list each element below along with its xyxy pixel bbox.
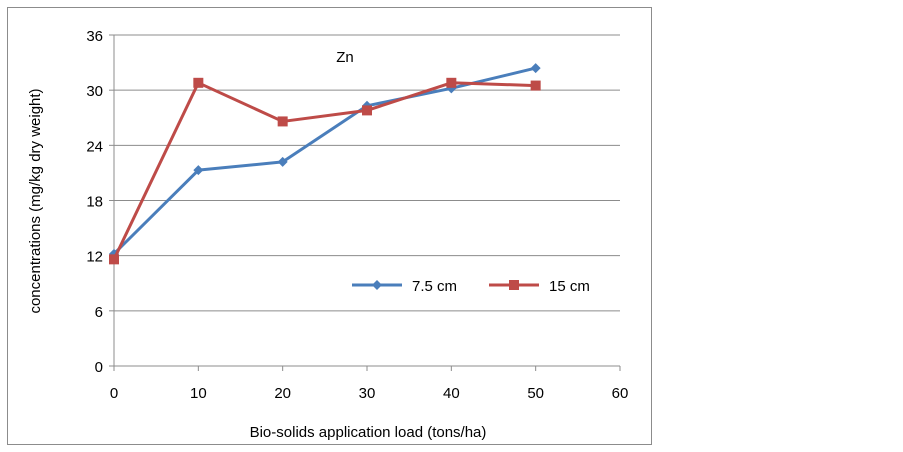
y-tick-label: 36 — [86, 28, 103, 45]
x-tick-label: 60 — [612, 385, 629, 402]
series-line-2 — [112, 81, 536, 260]
data-point — [530, 80, 541, 91]
x-axis-label: Bio-solids application load (tons/ha) — [250, 424, 487, 441]
series-line-1 — [112, 66, 537, 255]
y-tick-label: 30 — [86, 83, 103, 100]
x-tick-label: 0 — [110, 385, 118, 402]
legend-label: 7.5 cm — [412, 278, 457, 295]
data-point — [277, 156, 288, 167]
gridlines — [114, 34, 620, 367]
x-tick-label: 30 — [359, 385, 376, 402]
x-tick-label: 10 — [190, 385, 207, 402]
data-point — [530, 63, 541, 74]
y-tick-label: 18 — [86, 194, 103, 211]
axes: 0 6 12 18 24 30 36 0 10 20 30 40 50 60 — [86, 28, 628, 402]
data-point — [193, 77, 204, 88]
data-point — [277, 116, 288, 127]
y-tick-label: 6 — [95, 304, 103, 321]
data-point — [446, 77, 457, 88]
y-tick-label: 12 — [86, 249, 103, 266]
data-point — [109, 254, 119, 265]
x-tick-label: 20 — [274, 385, 291, 402]
series-lines — [109, 63, 541, 265]
y-tick-label: 24 — [86, 138, 103, 155]
data-point — [362, 105, 372, 116]
chart-title: Zn — [336, 49, 354, 66]
x-tick-label: 50 — [527, 385, 544, 402]
y-tick-label: 0 — [95, 359, 103, 376]
x-tick-label: 40 — [443, 385, 460, 402]
legend-label: 15 cm — [549, 278, 590, 295]
legend-marker — [509, 280, 519, 290]
y-axis-label: concentrations (mg/kg dry weight) — [27, 88, 44, 313]
data-point — [193, 165, 204, 176]
legend: 7.5 cm 15 cm — [352, 278, 590, 295]
legend-marker — [372, 280, 382, 290]
